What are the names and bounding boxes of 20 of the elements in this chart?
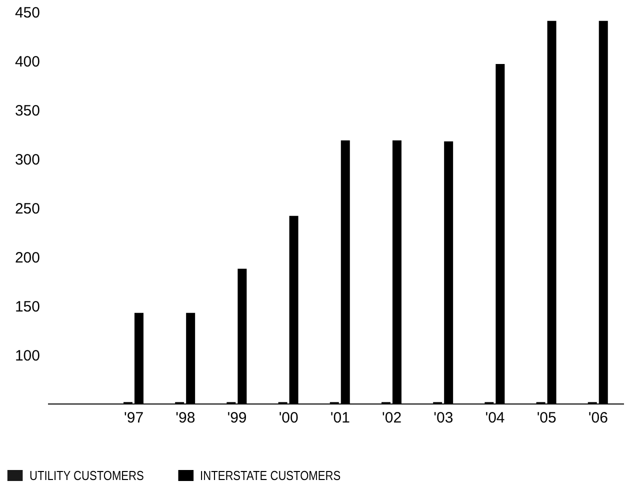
legend-label: INTERSTATE CUSTOMERS	[200, 468, 341, 483]
y-tick-label: 350	[14, 102, 40, 120]
x-tick-label: '98	[176, 410, 196, 427]
y-tick-label: 200	[14, 249, 40, 266]
x-tick-label: '00	[278, 410, 298, 427]
x-tick-label: '02	[382, 410, 402, 427]
y-tick-label: 450	[14, 4, 40, 22]
x-tick-label: '05	[536, 410, 556, 427]
legend-label: UTILITY CUSTOMERS	[30, 468, 144, 483]
x-tick-label: '01	[330, 410, 350, 427]
x-tick-label: '04	[485, 410, 505, 427]
y-tick-label: 100	[14, 347, 40, 364]
y-tick-label: 400	[14, 53, 40, 70]
x-tick-label: '99	[227, 410, 247, 427]
x-tick-label: '03	[434, 410, 454, 427]
x-tick-label: '06	[588, 410, 608, 427]
x-tick-label: '97	[124, 410, 144, 427]
y-tick-label: 250	[14, 200, 40, 218]
y-tick-label: 150	[14, 298, 40, 316]
y-tick-label: 300	[14, 151, 40, 168]
